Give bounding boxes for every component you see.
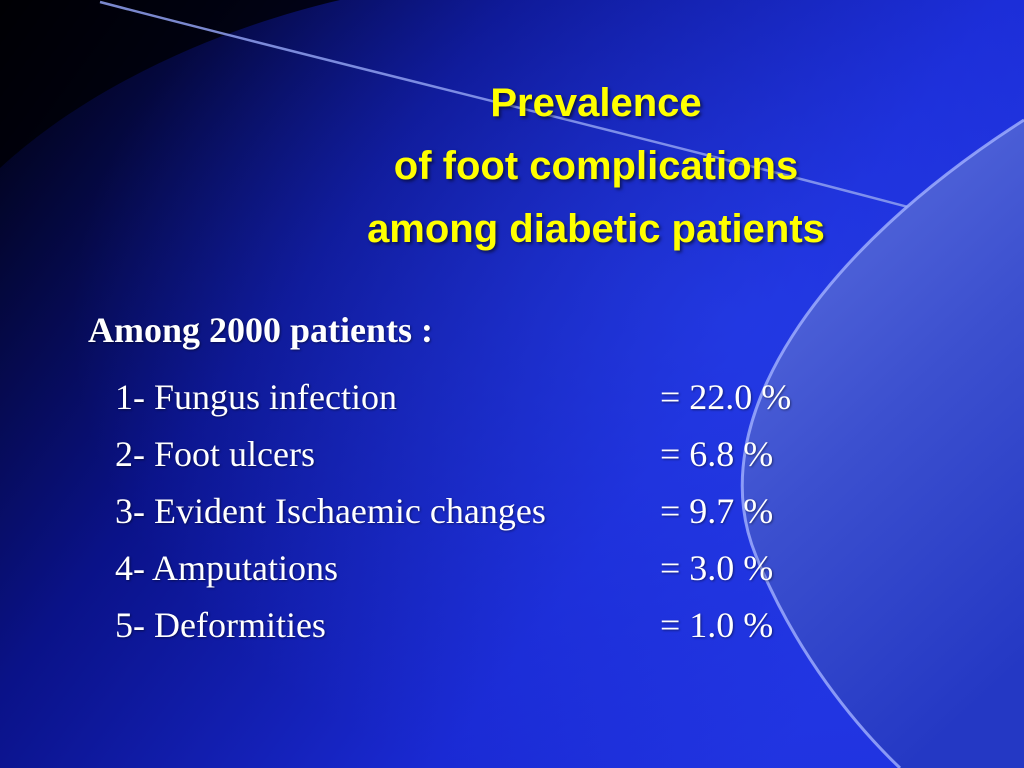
list-item: 1- Fungus infection = 22.0 % <box>115 369 908 426</box>
slide-body: Among 2000 patients : 1- Fungus infectio… <box>88 302 908 654</box>
crescent-highlight-edge <box>740 118 1024 768</box>
thin-arc-line <box>99 0 1024 240</box>
item-label: 4- Amputations <box>115 548 338 588</box>
list-item: 5- Deformities = 1.0 % <box>115 597 908 654</box>
slide-title: Prevalence of foot complications among d… <box>214 72 978 261</box>
item-value: = 3.0 % <box>660 548 774 588</box>
crescent-swoosh-shape <box>742 120 1024 768</box>
intro-text: Among 2000 patients : <box>88 310 434 350</box>
item-value: = 6.8 % <box>660 434 774 474</box>
complication-list: 1- Fungus infection = 22.0 % 2- Foot ulc… <box>115 369 908 654</box>
item-label: 2- Foot ulcers <box>115 434 315 474</box>
list-item: 2- Foot ulcers = 6.8 % <box>115 426 908 483</box>
corner-shadow-shape <box>0 0 340 168</box>
item-value: = 1.0 % <box>660 605 774 645</box>
item-label: 1- Fungus infection <box>115 377 397 417</box>
list-item: 4- Amputations = 3.0 % <box>115 540 908 597</box>
title-line-2: of foot complications <box>393 144 799 188</box>
item-label: 5- Deformities <box>115 605 326 645</box>
item-label: 3- Evident Ischaemic changes <box>115 491 546 531</box>
list-item: 3- Evident Ischaemic changes = 9.7 % <box>115 483 908 540</box>
item-value: = 22.0 % <box>660 377 792 417</box>
title-line-3: among diabetic patients <box>367 207 825 251</box>
title-line-1: Prevalence <box>490 81 702 125</box>
item-value: = 9.7 % <box>660 491 774 531</box>
